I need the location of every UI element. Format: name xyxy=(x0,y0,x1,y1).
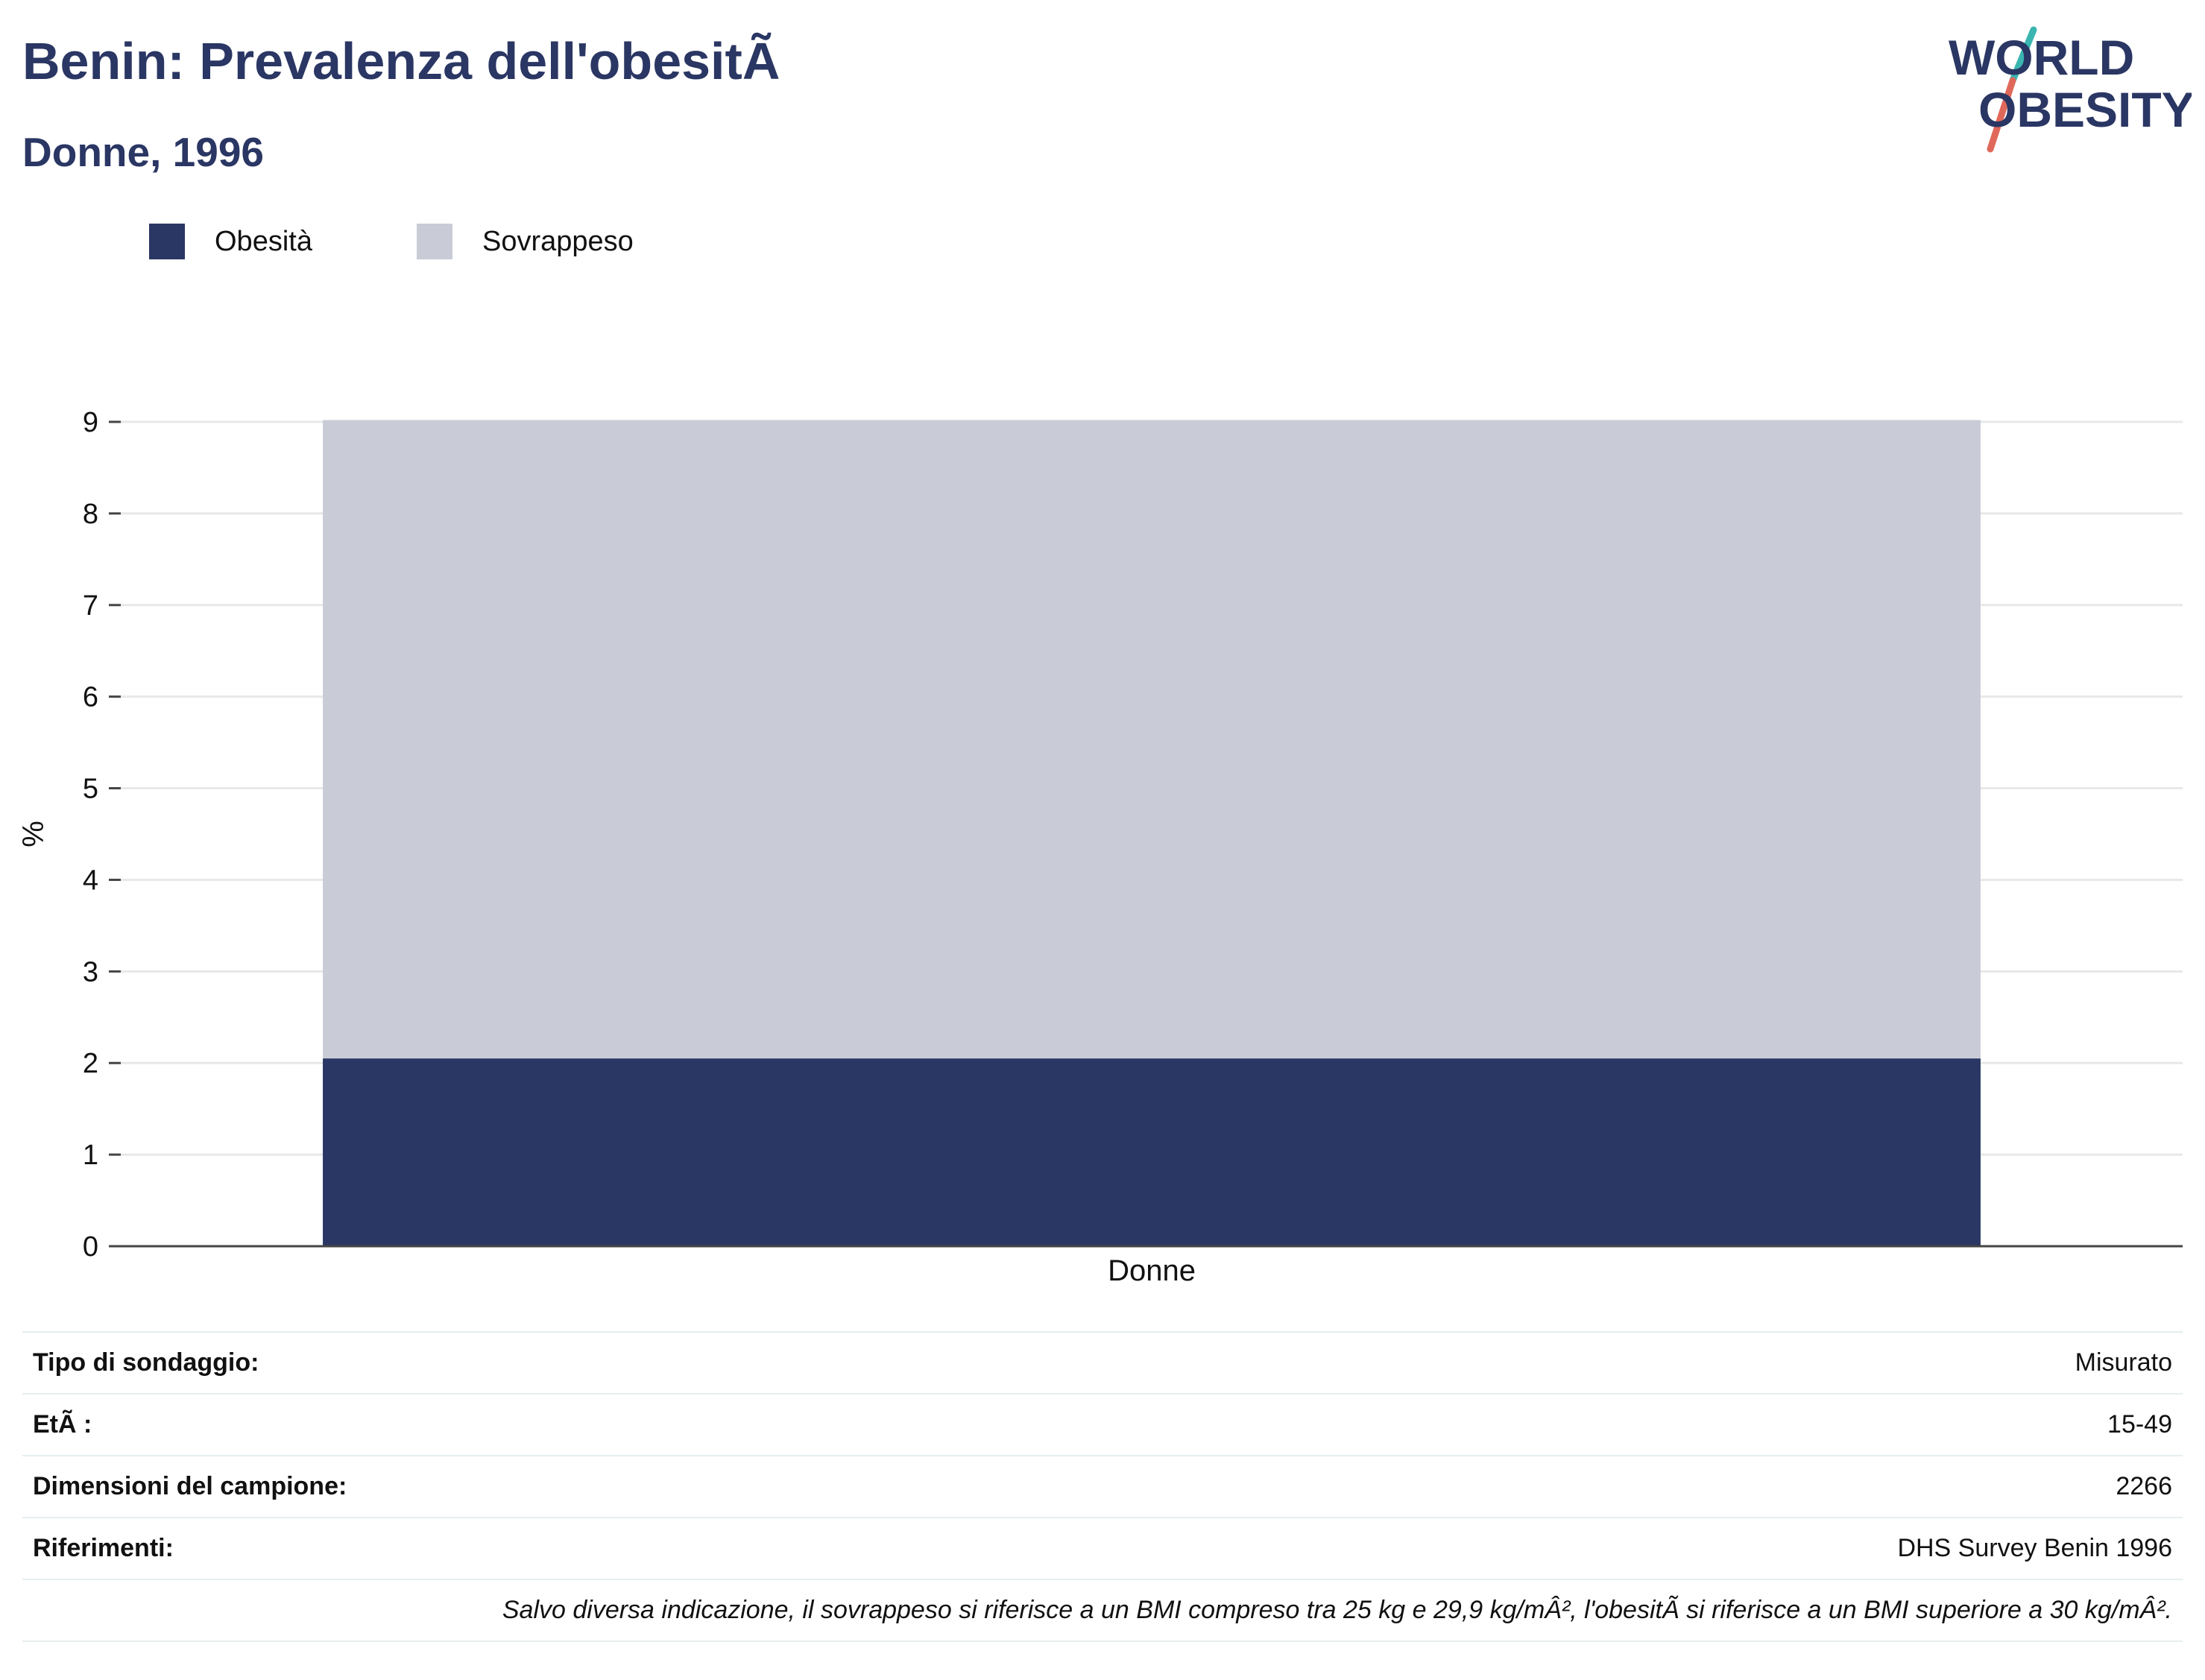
bar-chart: 0 1 2 3 4 5 6 7 8 9 Donne % xyxy=(17,407,2183,1287)
definition-note: Salvo diversa indicazione, il sovrappeso… xyxy=(502,1596,2172,1624)
info-key-sample-size: Dimensioni del campione: xyxy=(33,1472,347,1500)
bar-segment-sovrappeso xyxy=(323,420,1981,1059)
info-row-note: Salvo diversa indicazione, il sovrappeso… xyxy=(22,1580,2183,1642)
info-row-survey-type: Tipo di sondaggio: Misurato xyxy=(22,1333,2183,1395)
info-value-age: 15-49 xyxy=(2107,1410,2172,1439)
info-row-references: Riferimenti: DHS Survey Benin 1996 xyxy=(22,1518,2183,1580)
y-tick-label: 3 xyxy=(83,956,98,988)
logo-slash-teal xyxy=(2009,26,2037,84)
legend-swatch-obesity xyxy=(149,224,185,259)
info-value-survey-type: Misurato xyxy=(2075,1348,2172,1377)
legend-label-obesity: Obesità xyxy=(215,225,312,257)
chart-legend: Obesità Sovrappeso xyxy=(149,221,738,262)
legend-item-obesity[interactable]: Obesità xyxy=(149,224,312,259)
info-value-sample-size: 2266 xyxy=(2116,1472,2172,1500)
y-tick-label: 8 xyxy=(83,499,98,530)
survey-info-table: Tipo di sondaggio: Misurato EtÃ : 15-49 … xyxy=(22,1331,2183,1642)
bar-segment-obesit- xyxy=(323,1058,1981,1246)
info-value-references: DHS Survey Benin 1996 xyxy=(1897,1534,2172,1562)
y-tick-label: 2 xyxy=(83,1048,98,1079)
legend-label-overweight: Sovrappeso xyxy=(482,225,634,257)
info-row-age: EtÃ : 15-49 xyxy=(22,1395,2183,1456)
info-key-survey-type: Tipo di sondaggio: xyxy=(33,1348,259,1377)
bars xyxy=(323,420,1981,1246)
y-tick-label: 5 xyxy=(83,774,98,805)
info-key-references: Riferimenti: xyxy=(33,1534,174,1562)
y-tick-label: 4 xyxy=(83,865,98,896)
logo-line1: WORLD xyxy=(1949,30,2134,85)
y-tick-label: 6 xyxy=(83,682,98,713)
info-row-sample-size: Dimensioni del campione: 2266 xyxy=(22,1456,2183,1518)
legend-item-overweight[interactable]: Sovrappeso xyxy=(416,224,634,259)
y-tick-label: 9 xyxy=(83,407,98,438)
y-tick-label: 0 xyxy=(83,1231,98,1263)
legend-swatch-overweight xyxy=(416,224,452,259)
logo-slash-red xyxy=(1987,77,2016,153)
x-category-label: Donne xyxy=(1108,1254,1196,1287)
y-tick-label: 1 xyxy=(83,1140,98,1171)
logo-line2: OBESITY xyxy=(1978,82,2192,137)
world-obesity-logo: WORLD OBESITY xyxy=(1949,26,2192,153)
y-tick-label: 7 xyxy=(83,590,98,622)
chart-title: Benin: Prevalenza dell'obesitÃ xyxy=(22,32,780,90)
chart-subtitle: Donne, 1996 xyxy=(22,129,265,175)
y-axis-label: % xyxy=(17,821,50,847)
x-category-labels: Donne xyxy=(1108,1254,1196,1287)
info-key-age: EtÃ : xyxy=(33,1410,92,1439)
y-tick-labels: 0 1 2 3 4 5 6 7 8 9 xyxy=(83,407,98,1263)
